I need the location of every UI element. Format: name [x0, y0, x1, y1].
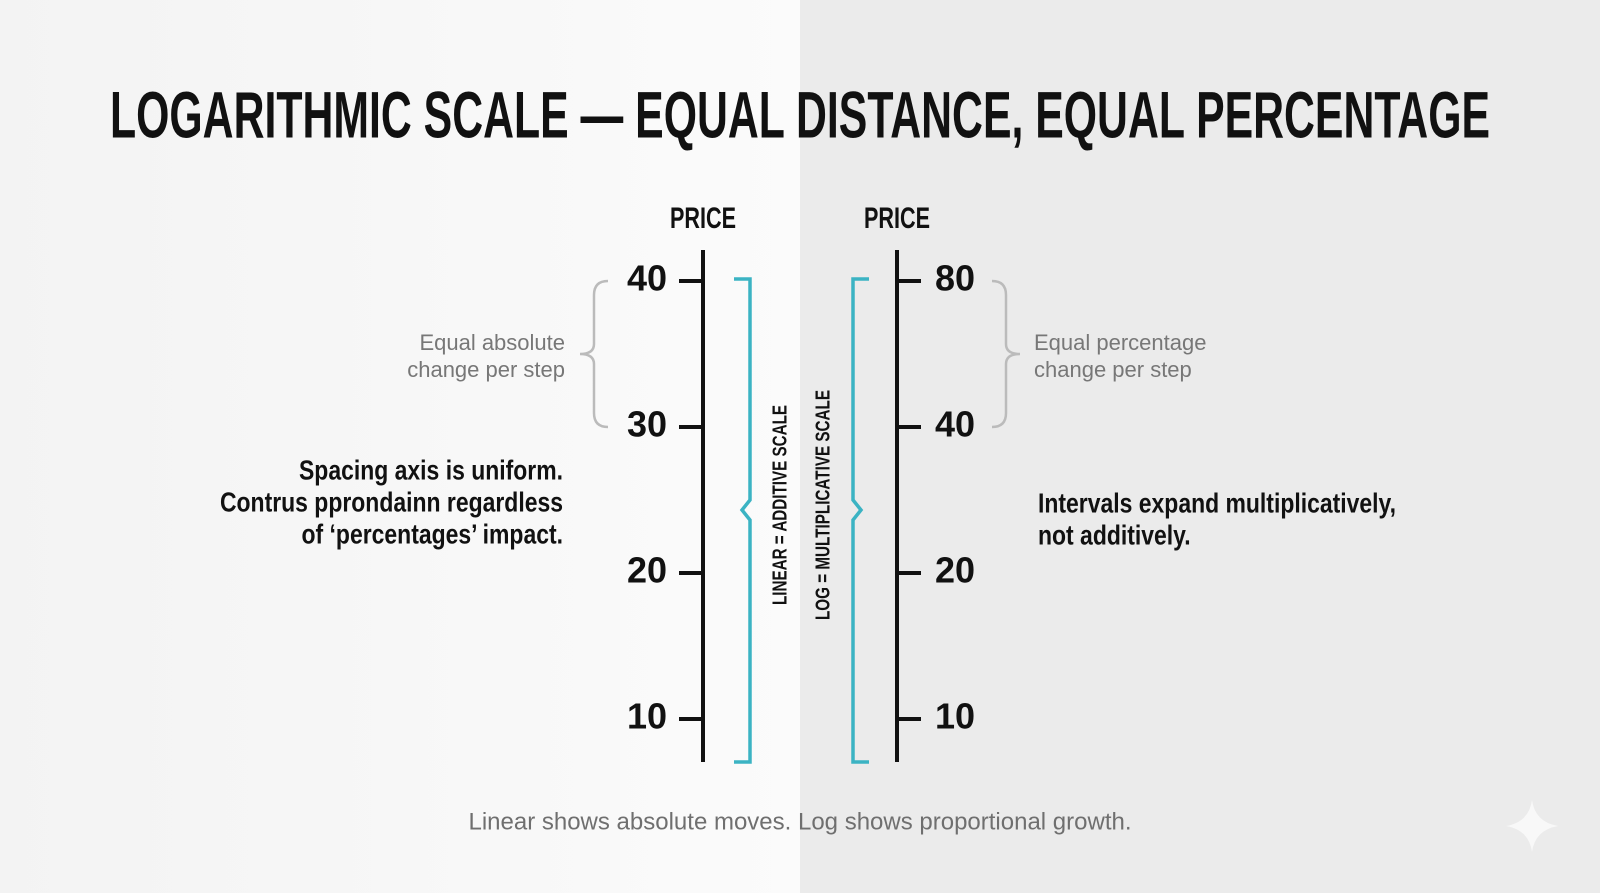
description: Contrus pprondainn regardless — [220, 487, 563, 518]
description: not additively. — [1038, 520, 1191, 551]
sparkle-icon — [1506, 800, 1558, 852]
note: change per step — [1034, 357, 1192, 382]
scale-label: LOG = MULTIPLICATIVE SCALE — [812, 390, 834, 620]
background-right — [800, 0, 1600, 893]
tick-label: 10 — [935, 696, 975, 737]
tick-label: 30 — [627, 404, 667, 445]
tick-label: 40 — [627, 258, 667, 299]
tick-label: 40 — [935, 404, 975, 445]
footer: Linear shows absolute moves. Log shows p… — [468, 808, 1131, 835]
interval-brace — [579, 279, 609, 429]
scale-bracket — [851, 277, 869, 764]
tick-label: 20 — [935, 550, 975, 591]
tick-label: 20 — [627, 550, 667, 591]
description: Spacing axis is uniform. — [299, 455, 563, 486]
tick-label: 10 — [627, 696, 667, 737]
scale-bracket — [734, 277, 752, 764]
axis-label: PRICE — [670, 202, 736, 235]
title: LOGARITHMIC SCALE — EQUAL DISTANCE, EQUA… — [110, 77, 1490, 151]
scale-label: LINEAR = ADDITIVE SCALE — [769, 405, 791, 605]
note: Equal absolute — [419, 330, 565, 355]
note: Equal percentage — [1034, 330, 1206, 355]
interval-brace — [991, 279, 1021, 429]
tick-label: 80 — [935, 258, 975, 299]
note: change per step — [407, 357, 565, 382]
description: of ‘percentages’ impact. — [302, 519, 563, 550]
background-left — [0, 0, 800, 893]
description: Intervals expand multiplicatively, — [1038, 488, 1396, 519]
axis-label: PRICE — [864, 202, 930, 235]
